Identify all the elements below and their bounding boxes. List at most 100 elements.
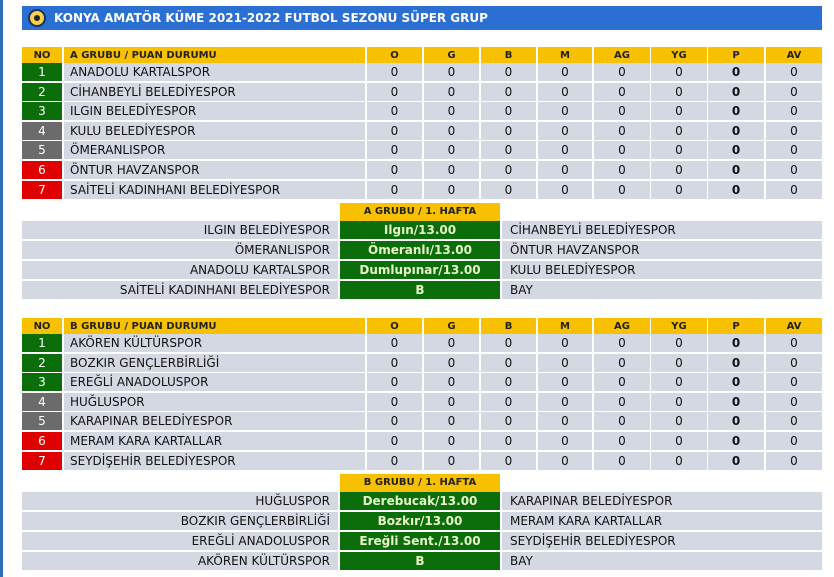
- away-team: MERAM KARA KARTALLAR: [502, 512, 822, 530]
- rank-badge: 3: [22, 373, 62, 392]
- stat-p: 0: [708, 141, 764, 160]
- stat-g: 0: [424, 373, 479, 392]
- column-header-yg: YG: [651, 318, 707, 336]
- stat-yg: 0: [651, 334, 707, 352]
- rank-badge: 7: [22, 180, 62, 199]
- stat-yg: 0: [651, 180, 707, 199]
- stat-ag: 0: [594, 82, 650, 101]
- stat-av: 0: [766, 373, 822, 392]
- home-team: ANADOLU KARTALSPOR: [22, 261, 338, 279]
- stat-b: 0: [481, 161, 536, 179]
- stat-g: 0: [424, 392, 479, 411]
- no-header: NO: [22, 47, 62, 65]
- stat-p: 0: [708, 373, 764, 392]
- stat-p: 0: [708, 180, 764, 199]
- fixture-title: A GRUBU / 1. HAFTA: [340, 203, 500, 221]
- column-header-av: AV: [766, 318, 822, 336]
- stat-m: 0: [538, 161, 592, 179]
- stat-o: 0: [367, 102, 422, 121]
- home-team: BOZKIR GENÇLERBİRLİĞİ: [22, 512, 338, 530]
- stat-m: 0: [538, 353, 592, 372]
- stat-yg: 0: [651, 451, 707, 470]
- home-team: ÖMERANLISPOR: [22, 241, 338, 259]
- away-team: CİHANBEYLİ BELEDİYESPOR: [502, 221, 822, 239]
- stat-b: 0: [481, 82, 536, 101]
- away-team: SEYDİŞEHİR BELEDİYESPOR: [502, 532, 822, 550]
- stat-o: 0: [367, 432, 422, 450]
- stat-m: 0: [538, 180, 592, 199]
- stat-p: 0: [708, 161, 764, 179]
- stat-av: 0: [766, 353, 822, 372]
- column-header-m: M: [538, 318, 592, 336]
- stat-yg: 0: [651, 121, 707, 140]
- team-name: EREĞLİ ANADOLUSPOR: [64, 373, 365, 392]
- stat-g: 0: [424, 432, 479, 450]
- away-team: BAY: [502, 281, 822, 299]
- away-team: KULU BELEDİYESPOR: [502, 261, 822, 279]
- stat-m: 0: [538, 141, 592, 160]
- team-name: CİHANBEYLİ BELEDİYESPOR: [64, 82, 365, 101]
- stat-ag: 0: [594, 102, 650, 121]
- stat-ag: 0: [594, 432, 650, 450]
- stat-p: 0: [708, 451, 764, 470]
- column-header-av: AV: [766, 47, 822, 65]
- column-header-m: M: [538, 47, 592, 65]
- stat-ag: 0: [594, 412, 650, 431]
- stat-yg: 0: [651, 141, 707, 160]
- stat-av: 0: [766, 334, 822, 352]
- team-name: KULU BELEDİYESPOR: [64, 121, 365, 140]
- stat-b: 0: [481, 451, 536, 470]
- column-header-g: G: [424, 47, 479, 65]
- stat-ag: 0: [594, 451, 650, 470]
- team-name: MERAM KARA KARTALLAR: [64, 432, 365, 450]
- home-team: SAİTELİ KADINHANI BELEDİYESPOR: [22, 281, 338, 299]
- stat-o: 0: [367, 353, 422, 372]
- stat-av: 0: [766, 82, 822, 101]
- stat-yg: 0: [651, 102, 707, 121]
- stat-b: 0: [481, 63, 536, 81]
- stat-av: 0: [766, 412, 822, 431]
- team-name: KARAPINAR BELEDİYESPOR: [64, 412, 365, 431]
- stat-p: 0: [708, 102, 764, 121]
- stat-yg: 0: [651, 161, 707, 179]
- venue-time: Ereğli Sent./13.00: [340, 532, 500, 550]
- stat-av: 0: [766, 432, 822, 450]
- away-team: ÖNTUR HAVZANSPOR: [502, 241, 822, 259]
- standings-title: B GRUBU / PUAN DURUMU: [64, 318, 365, 336]
- stat-o: 0: [367, 180, 422, 199]
- stat-p: 0: [708, 121, 764, 140]
- stat-m: 0: [538, 334, 592, 352]
- stat-yg: 0: [651, 63, 707, 81]
- stat-g: 0: [424, 82, 479, 101]
- stat-p: 0: [708, 82, 764, 101]
- stat-o: 0: [367, 121, 422, 140]
- stat-o: 0: [367, 334, 422, 352]
- stat-av: 0: [766, 141, 822, 160]
- stat-yg: 0: [651, 82, 707, 101]
- stat-m: 0: [538, 63, 592, 81]
- stat-p: 0: [708, 392, 764, 411]
- team-name: ÖMERANLISPOR: [64, 141, 365, 160]
- home-team: ILGIN BELEDİYESPOR: [22, 221, 338, 239]
- stat-o: 0: [367, 161, 422, 179]
- venue-time: Bozkır/13.00: [340, 512, 500, 530]
- stat-yg: 0: [651, 353, 707, 372]
- stat-yg: 0: [651, 432, 707, 450]
- stat-m: 0: [538, 412, 592, 431]
- stat-g: 0: [424, 180, 479, 199]
- away-team: BAY: [502, 552, 822, 570]
- stat-b: 0: [481, 412, 536, 431]
- venue-time: Ömeranlı/13.00: [340, 241, 500, 259]
- column-header-p: P: [708, 318, 764, 336]
- stat-g: 0: [424, 353, 479, 372]
- stat-b: 0: [481, 141, 536, 160]
- stat-g: 0: [424, 334, 479, 352]
- team-name: HUĞLUSPOR: [64, 392, 365, 411]
- title-bar: KONYA AMATÖR KÜME 2021-2022 FUTBOL SEZON…: [22, 6, 822, 30]
- column-header-yg: YG: [651, 47, 707, 65]
- stat-b: 0: [481, 102, 536, 121]
- stat-ag: 0: [594, 353, 650, 372]
- stat-g: 0: [424, 102, 479, 121]
- standings-title: A GRUBU / PUAN DURUMU: [64, 47, 365, 65]
- page-title: KONYA AMATÖR KÜME 2021-2022 FUTBOL SEZON…: [54, 11, 488, 25]
